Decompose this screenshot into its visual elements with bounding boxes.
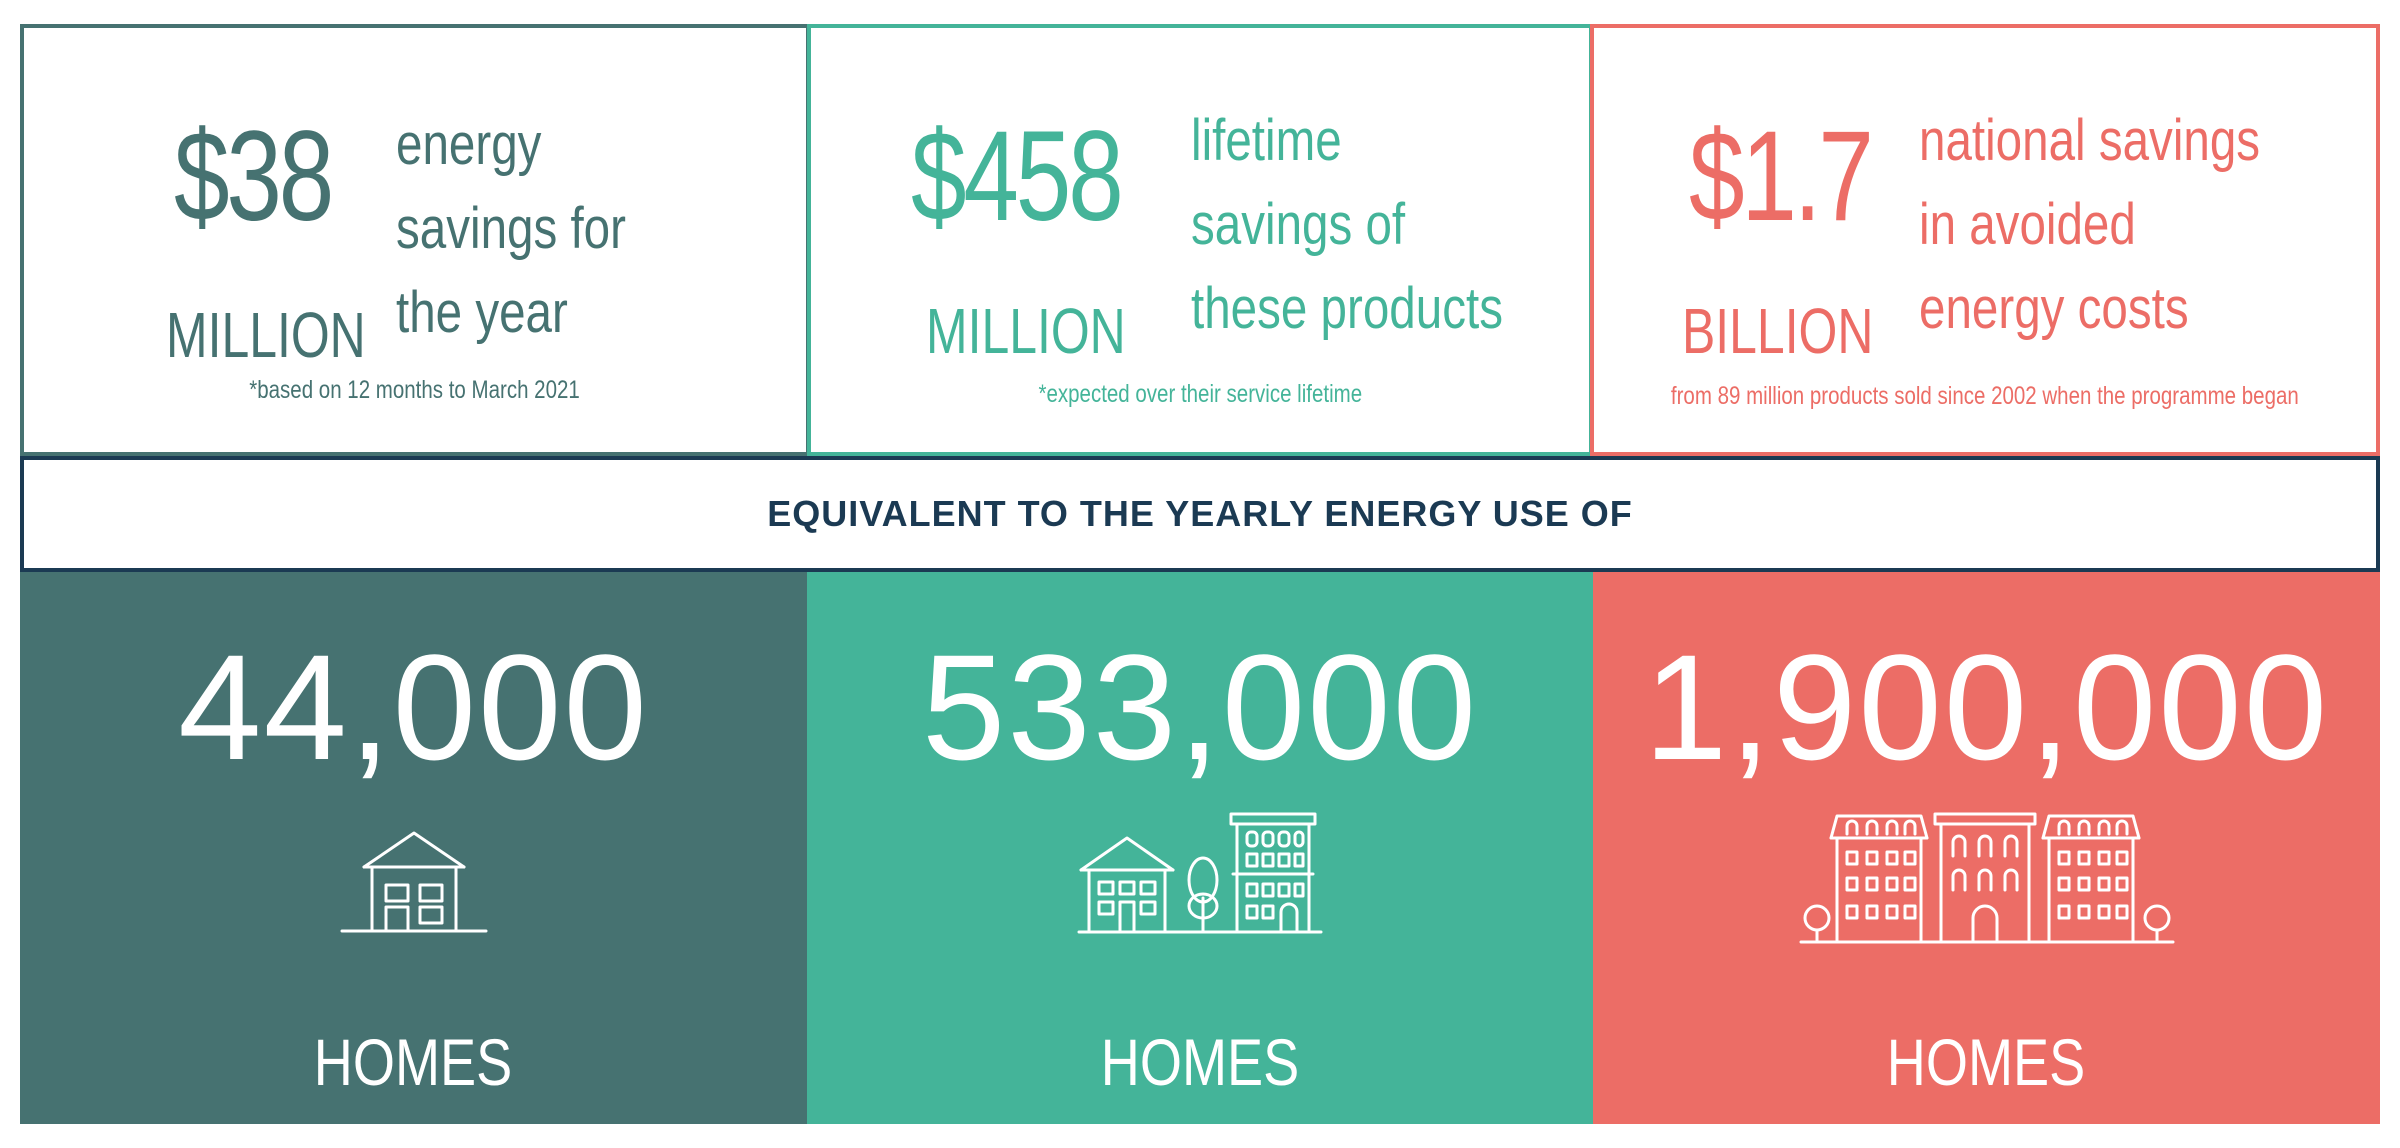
homes-panel-national: 1,900,000 [1593,572,2380,1124]
stat-description: national savings in avoided energy costs [1919,108,2261,341]
homes-label: HOMES [1887,1025,2086,1099]
stat-value: $38 [174,105,334,248]
homes-value: 44,000 [178,623,649,791]
house-icon [20,827,807,937]
stat-value: $458 [911,105,1124,248]
homes-value: 533,000 [921,623,1479,791]
equivalent-banner: EQUIVALENT TO THE YEARLY ENERGY USE OF [20,456,2380,572]
stat-unit: MILLION [166,299,366,371]
apartment-row-icon [1593,808,2380,948]
stat-card-national-savings: $1.7 BILLION national savings in avoided… [1590,24,2380,456]
homes-panel-lifetime: 533,000 [807,572,1593,1124]
house-tree-building-icon [807,808,1593,938]
homes-value: 1,900,000 [1643,623,2330,791]
stat-value: $1.7 [1689,105,1874,248]
stat-description: lifetime savings of these products [1191,108,1503,341]
stat-card-annual-savings: $38 MILLION energy savings for the year … [20,24,810,456]
stat-footnote: *expected over their service lifetime [1038,380,1362,408]
stat-unit: BILLION [1682,295,1874,367]
banner-text: EQUIVALENT TO THE YEARLY ENERGY USE OF [767,493,1633,534]
stat-unit: MILLION [926,295,1126,367]
stat-description: energy savings for the year [396,112,626,345]
stat-footnote: *based on 12 months to March 2021 [249,376,581,404]
homes-label: HOMES [1100,1025,1300,1099]
infographic: $38 MILLION energy savings for the year … [20,24,2380,1124]
stat-card-lifetime-savings: $458 MILLION lifetime savings of these p… [807,24,1593,456]
homes-label: HOMES [314,1025,513,1099]
homes-panel-annual: 44,000 HOMES [20,572,807,1124]
stat-footnote: from 89 million products sold since 2002… [1671,382,2299,410]
